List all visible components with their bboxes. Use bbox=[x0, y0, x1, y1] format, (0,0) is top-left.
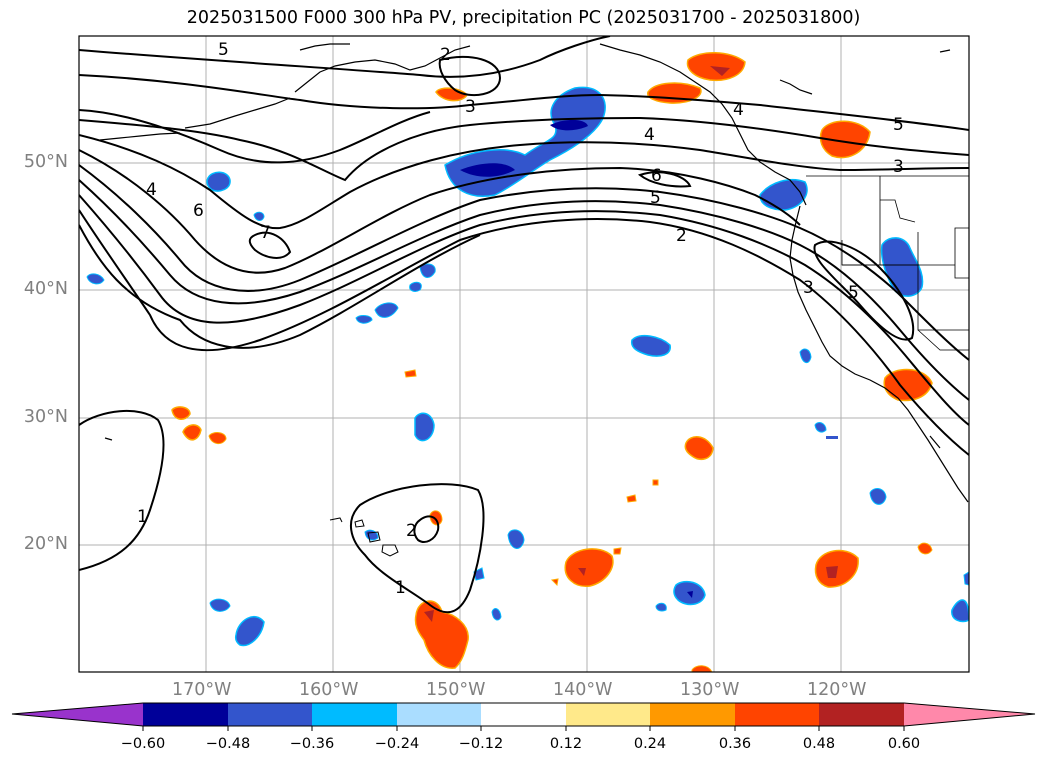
map-frame bbox=[78, 35, 970, 673]
lat-label-30n: 30°N bbox=[23, 407, 68, 427]
precip-positive-anomalies bbox=[171, 52, 933, 672]
colorbar-tick-label: 0.36 bbox=[718, 736, 752, 752]
colorbar-tick-label: 0.24 bbox=[633, 736, 667, 752]
contour-label: 5 bbox=[218, 40, 229, 60]
lat-label-50n: 50°N bbox=[23, 152, 68, 172]
contour-label: 4 bbox=[146, 180, 157, 200]
contour-label: 3 bbox=[893, 157, 904, 177]
colorbar-overflow-triangle bbox=[904, 703, 1035, 726]
contour-label: 1 bbox=[137, 507, 148, 527]
colorbar-segment bbox=[481, 703, 566, 726]
colorbar-segment bbox=[397, 703, 481, 726]
colorbar-segment bbox=[143, 703, 228, 726]
contour-labels: 5 2 3 4 5 3 6 4 6 7 5 2 3 5 4 1 2 1 bbox=[137, 40, 904, 598]
colorbar-tick-label: −0.36 bbox=[289, 736, 335, 752]
lon-label-160w: 160°W bbox=[299, 680, 359, 700]
contour-label: 2 bbox=[676, 226, 687, 246]
contour-label: 2 bbox=[406, 521, 417, 541]
lon-label-130w: 130°W bbox=[680, 680, 740, 700]
colorbar-segment bbox=[228, 703, 312, 726]
contour-label: 3 bbox=[803, 278, 814, 298]
lon-label-120w: 120°W bbox=[807, 680, 867, 700]
lon-label-170w: 170°W bbox=[172, 680, 232, 700]
figure-title: 2025031500 F000 300 hPa PV, precipitatio… bbox=[186, 8, 861, 28]
colorbar-segment bbox=[312, 703, 397, 726]
borders bbox=[806, 175, 969, 351]
contour-label: 3 bbox=[465, 97, 476, 117]
colorbar-tick-label: −0.48 bbox=[205, 736, 251, 752]
colorbar-tick-label: 0.12 bbox=[549, 736, 583, 752]
lon-label-150w: 150°W bbox=[426, 680, 486, 700]
colorbar-segment bbox=[650, 703, 735, 726]
coastlines bbox=[99, 43, 969, 503]
colorbar-tick-label: −0.24 bbox=[374, 736, 420, 752]
colorbar-tick-label: −0.12 bbox=[458, 736, 504, 752]
pv-contours bbox=[79, 36, 969, 614]
hawaii-islands bbox=[329, 517, 399, 557]
colorbar bbox=[11, 702, 1036, 731]
contour-label: 6 bbox=[651, 166, 662, 186]
colorbar-tick-label: −0.60 bbox=[120, 736, 166, 752]
contour-label: 5 bbox=[848, 283, 859, 303]
contour-label: 2 bbox=[440, 45, 451, 65]
colorbar-segment bbox=[735, 703, 819, 726]
colorbar-tick-label: 0.48 bbox=[802, 736, 836, 752]
contour-label: 1 bbox=[395, 578, 406, 598]
colorbar-underflow-triangle bbox=[12, 703, 143, 726]
contour-label: 6 bbox=[193, 201, 204, 221]
colorbar-segment bbox=[566, 703, 650, 726]
contour-label: 7 bbox=[260, 223, 271, 243]
contour-label: 4 bbox=[733, 100, 744, 120]
contour-label: 5 bbox=[650, 188, 661, 208]
lon-label-140w: 140°W bbox=[553, 680, 613, 700]
contour-label: 5 bbox=[893, 115, 904, 135]
colorbar-segment bbox=[819, 703, 904, 726]
lat-label-20n: 20°N bbox=[23, 534, 68, 554]
contour-label: 4 bbox=[644, 125, 655, 145]
colorbar-ticks bbox=[142, 726, 905, 731]
colorbar-tick-label: 0.60 bbox=[887, 736, 921, 752]
lat-label-40n: 40°N bbox=[23, 279, 68, 299]
